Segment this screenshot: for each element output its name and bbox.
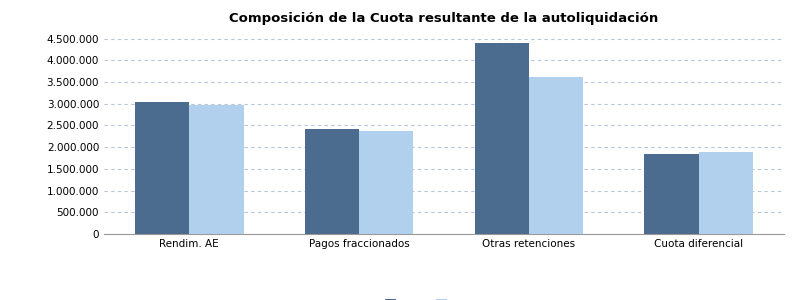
Bar xyxy=(529,77,583,234)
Bar xyxy=(135,102,190,234)
Bar xyxy=(305,129,359,234)
Bar xyxy=(190,105,244,234)
Bar xyxy=(359,131,414,234)
Bar xyxy=(698,152,753,234)
Bar xyxy=(474,44,529,234)
Legend: Total, Beneficio: Total, Beneficio xyxy=(381,295,507,300)
Bar xyxy=(644,154,698,234)
Title: Composición de la Cuota resultante de la autoliquidación: Composición de la Cuota resultante de la… xyxy=(230,12,658,25)
